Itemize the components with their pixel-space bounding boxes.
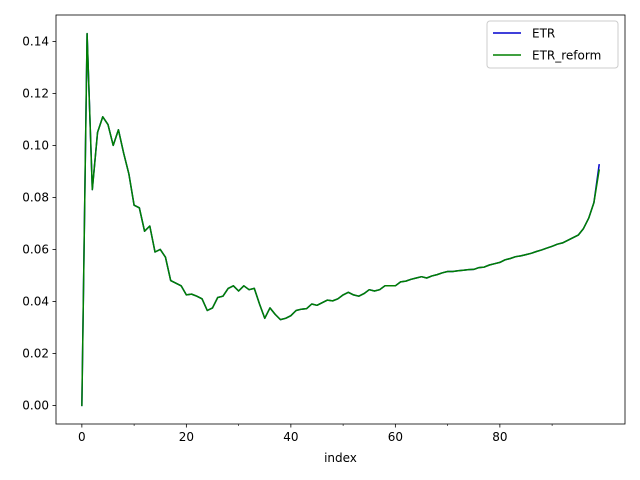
axes-frame <box>55 14 626 425</box>
y-tick-label: 0.04 <box>22 295 49 309</box>
legend-label-etr-reform: ETR_reform <box>532 49 601 63</box>
y-tick-label: 0.00 <box>22 399 49 413</box>
y-tick-label: 0.02 <box>22 347 49 361</box>
x-tick-label: 40 <box>283 430 298 444</box>
legend-label-etr: ETR <box>532 27 555 41</box>
axes-background <box>56 15 625 424</box>
series-layer <box>81 32 600 407</box>
x-axis-ticks: 0 20 40 60 80 <box>78 424 553 444</box>
x-tick-label: 60 <box>388 430 403 444</box>
y-tick-label: 0.14 <box>22 35 49 49</box>
y-tick-label: 0.08 <box>22 191 49 205</box>
plot-area <box>55 14 626 425</box>
series-line-etr-reform <box>81 32 600 407</box>
y-axis-ticks: 0.00 0.02 0.04 0.06 0.08 0.10 0.12 0.14 <box>22 35 56 413</box>
y-tick-label: 0.06 <box>22 243 49 257</box>
x-tick-label: 20 <box>179 430 194 444</box>
x-tick-label: 80 <box>492 430 507 444</box>
y-tick-label: 0.12 <box>22 87 49 101</box>
y-tick-label: 0.10 <box>22 139 49 153</box>
x-tick-label: 0 <box>78 430 86 444</box>
x-axis-label: index <box>324 451 357 465</box>
legend: ETR ETR_reform <box>486 20 619 69</box>
